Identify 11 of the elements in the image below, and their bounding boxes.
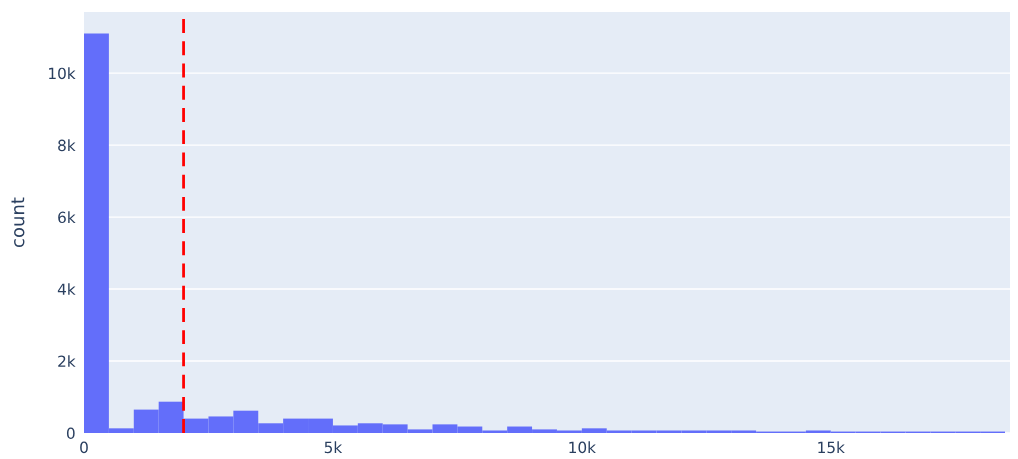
- y-tick-label: 6k: [58, 211, 76, 224]
- y-tick-label: 0: [66, 427, 75, 440]
- y-tick-label: 4k: [57, 283, 76, 295]
- y-tick-label: 10k: [49, 67, 76, 80]
- x-tick-label: 15k: [818, 441, 845, 454]
- x-tick-label: 5k: [324, 441, 343, 454]
- y-axis-title: count: [11, 197, 25, 247]
- x-tick-label: 0: [80, 441, 88, 454]
- y-tick-label: 8k: [58, 139, 76, 152]
- y-tick-label: 2k: [58, 355, 76, 367]
- x-tick-label: 10k: [569, 441, 596, 454]
